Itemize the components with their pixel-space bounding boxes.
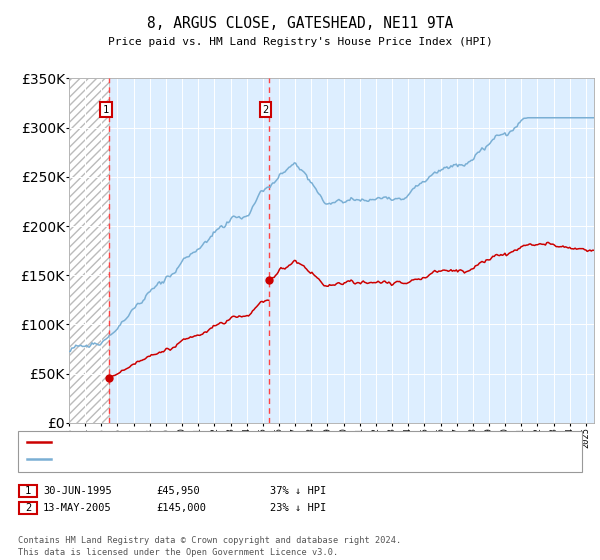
Text: 2: 2: [262, 105, 269, 115]
Text: 8, ARGUS CLOSE, GATESHEAD, NE11 9TA (detached house): 8, ARGUS CLOSE, GATESHEAD, NE11 9TA (det…: [57, 437, 369, 447]
Text: 23% ↓ HPI: 23% ↓ HPI: [270, 503, 326, 513]
Text: 37% ↓ HPI: 37% ↓ HPI: [270, 486, 326, 496]
Text: £145,000: £145,000: [156, 503, 206, 513]
Text: 13-MAY-2005: 13-MAY-2005: [43, 503, 112, 513]
Bar: [69, 78, 109, 423]
Text: Price paid vs. HM Land Registry's House Price Index (HPI): Price paid vs. HM Land Registry's House …: [107, 37, 493, 47]
Text: 8, ARGUS CLOSE, GATESHEAD, NE11 9TA: 8, ARGUS CLOSE, GATESHEAD, NE11 9TA: [147, 16, 453, 31]
Text: 2: 2: [25, 503, 31, 513]
Text: 30-JUN-1995: 30-JUN-1995: [43, 486, 112, 496]
Text: Contains HM Land Registry data © Crown copyright and database right 2024.
This d: Contains HM Land Registry data © Crown c…: [18, 536, 401, 557]
Text: 1: 1: [103, 105, 109, 115]
Text: 1: 1: [25, 486, 31, 496]
Text: HPI: Average price, detached house, Gateshead: HPI: Average price, detached house, Gate…: [57, 454, 327, 464]
Text: £45,950: £45,950: [156, 486, 200, 496]
